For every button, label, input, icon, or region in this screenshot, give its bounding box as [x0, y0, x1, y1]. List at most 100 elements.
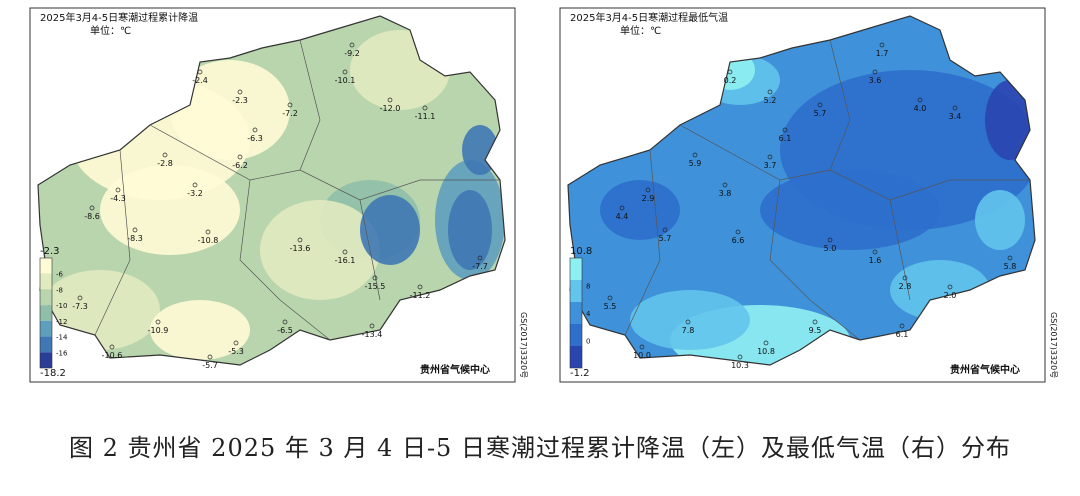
station-marker — [692, 152, 698, 158]
station-value: 2.9 — [642, 194, 655, 203]
station-marker — [132, 227, 138, 233]
station-value: 6.1 — [896, 330, 909, 339]
station-marker — [872, 249, 878, 255]
province-border — [37, 15, 506, 366]
station-value: -6.2 — [232, 161, 248, 170]
legend-label: -18.2 — [40, 368, 66, 379]
station-value: -7.7 — [472, 262, 488, 271]
station-marker — [737, 354, 743, 360]
shade-area — [448, 190, 492, 270]
station-value: -7.3 — [72, 302, 88, 311]
station-value: -6.5 — [277, 326, 293, 335]
station-value: 3.7 — [764, 161, 777, 170]
station-value: 9.5 — [809, 326, 822, 335]
station-value: 5.9 — [689, 159, 702, 168]
station-value: -8.6 — [84, 212, 100, 221]
station-value: -13.4 — [362, 330, 383, 339]
station-marker — [162, 152, 168, 158]
station-value: 0.2 — [724, 76, 737, 85]
station-value: 5.8 — [1004, 262, 1017, 271]
station-marker — [417, 284, 423, 290]
legend-label: 0 — [586, 338, 590, 346]
station-value: -10.1 — [335, 76, 356, 85]
map-code: GS(2017)3320号 — [519, 312, 528, 378]
station-value: 1.7 — [876, 49, 889, 58]
station-value: 2.0 — [944, 291, 957, 300]
station-marker — [237, 89, 243, 95]
legend-label: -6 — [56, 271, 64, 279]
region-border — [94, 149, 131, 336]
legend-label: -10 — [56, 302, 67, 310]
station-marker — [252, 127, 258, 133]
station-marker — [349, 42, 355, 48]
station-value: 10.0 — [633, 351, 651, 360]
station-value: 6.6 — [732, 236, 745, 245]
station-marker — [89, 205, 95, 211]
shade-area — [260, 200, 380, 300]
station-value: -10.8 — [198, 236, 219, 245]
legend-label: 8 — [586, 283, 590, 291]
legend-label: -8 — [56, 286, 63, 294]
region-border — [829, 39, 851, 171]
colorbar-segment — [40, 352, 52, 368]
station-marker — [287, 102, 293, 108]
station-marker — [662, 227, 668, 233]
station-marker — [77, 295, 83, 301]
station-marker — [767, 154, 773, 160]
station-value: -10.9 — [148, 326, 169, 335]
shade-area — [360, 195, 420, 265]
station-marker — [872, 69, 878, 75]
station-marker — [722, 182, 728, 188]
station-marker — [387, 97, 393, 103]
figure-caption: 图 2 贵州省 2025 年 3 月 4 日-5 日寒潮过程累计降温（左）及最低… — [69, 434, 1011, 462]
shade-area — [760, 170, 940, 250]
colorbar-frame — [569, 257, 583, 369]
station-marker — [197, 69, 203, 75]
region-border — [624, 149, 661, 336]
station-marker — [817, 102, 823, 108]
station-marker — [115, 187, 121, 193]
station-value: -6.3 — [247, 134, 263, 143]
station-marker — [727, 69, 733, 75]
station-marker — [155, 319, 161, 325]
station-value: 5.7 — [659, 234, 672, 243]
shade-area — [170, 60, 290, 160]
colorbar-segment — [40, 320, 52, 337]
station-marker — [342, 249, 348, 255]
station-value: 10.3 — [731, 361, 749, 370]
station-marker — [205, 229, 211, 235]
station-value: -8.3 — [127, 234, 143, 243]
shade-area — [985, 80, 1035, 160]
station-marker — [735, 229, 741, 235]
legend-label: -2.3 — [40, 246, 60, 257]
station-marker — [237, 154, 243, 160]
colorbar-segment — [40, 336, 52, 353]
shade-area — [975, 190, 1025, 250]
region-border — [679, 124, 1030, 201]
station-marker — [342, 69, 348, 75]
station-marker — [782, 127, 788, 133]
station-value: 6.1 — [779, 134, 792, 143]
station-marker — [233, 340, 239, 346]
station-marker — [812, 319, 818, 325]
station-marker — [297, 237, 303, 243]
map-title: 2025年3月4-5日寒潮过程最低气温 — [570, 11, 728, 24]
colorbar-frame — [39, 257, 53, 369]
station-marker — [369, 323, 375, 329]
station-marker — [952, 105, 958, 111]
station-marker — [879, 42, 885, 48]
legend-label: 10.8 — [570, 246, 592, 257]
colorbar-segment — [40, 273, 52, 290]
map-credit: 贵州省气候中心 — [950, 363, 1020, 376]
station-value: -13.6 — [290, 244, 311, 253]
station-value: 2.8 — [899, 282, 912, 291]
legend-label: -16 — [56, 349, 68, 357]
colorbar-segment — [570, 280, 582, 302]
station-value: 5.0 — [824, 244, 837, 253]
region-border — [359, 199, 381, 301]
station-value: -2.4 — [192, 76, 208, 85]
